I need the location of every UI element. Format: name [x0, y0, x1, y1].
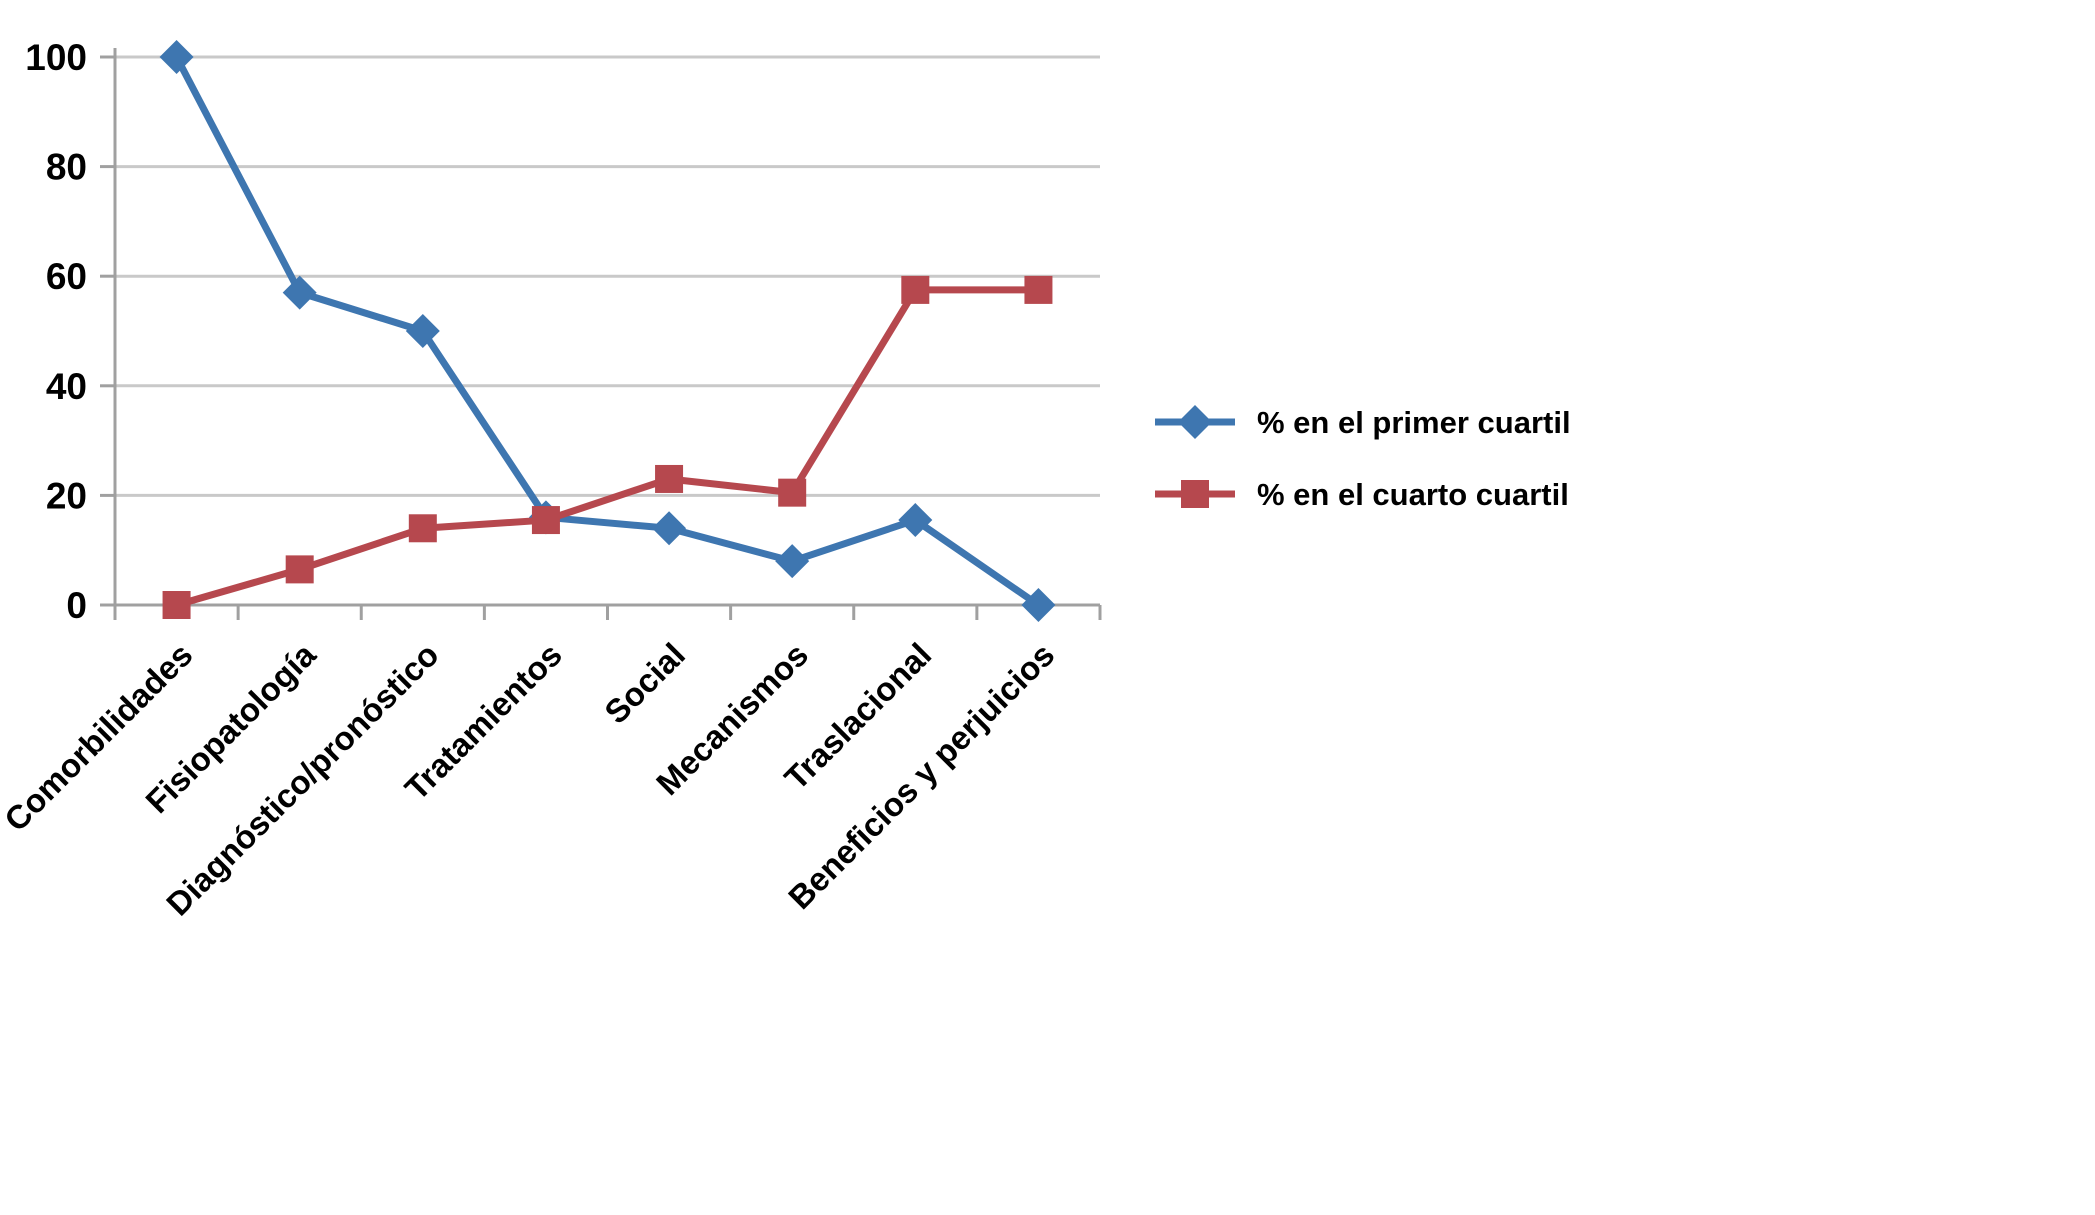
square-marker [285, 555, 314, 584]
legend-diamond-marker [1178, 405, 1212, 439]
legend-square-marker [1181, 480, 1209, 508]
square-marker [531, 506, 560, 535]
y-tick-label: 20 [46, 475, 87, 516]
legend-label: % en el primer cuartil [1257, 405, 1571, 440]
square-marker [408, 514, 437, 543]
diamond-marker [405, 314, 440, 348]
legend-item-1: % en el cuarto cuartil [1155, 477, 1569, 512]
y-tick-label: 0 [66, 585, 87, 626]
diamond-marker [898, 503, 933, 538]
x-axis-label: Social [597, 636, 692, 731]
diamond-marker [282, 275, 317, 310]
series-line-0 [173, 53, 1042, 609]
diamond-marker [159, 40, 194, 74]
diamond-marker [775, 544, 810, 579]
y-tick-label: 80 [46, 147, 87, 188]
square-marker [778, 478, 807, 507]
diamond-marker [1021, 588, 1056, 622]
diamond-marker [652, 511, 687, 546]
square-marker [1024, 275, 1053, 304]
legend-item-0: % en el primer cuartil [1155, 405, 1571, 440]
legend-label: % en el cuarto cuartil [1257, 477, 1569, 512]
series-line-1 [173, 286, 1042, 609]
square-marker [162, 591, 191, 619]
square-marker [901, 275, 930, 304]
y-tick-label: 40 [46, 366, 87, 407]
square-marker [655, 464, 684, 493]
y-tick-label: 60 [46, 256, 87, 297]
y-tick-label: 100 [25, 37, 87, 78]
